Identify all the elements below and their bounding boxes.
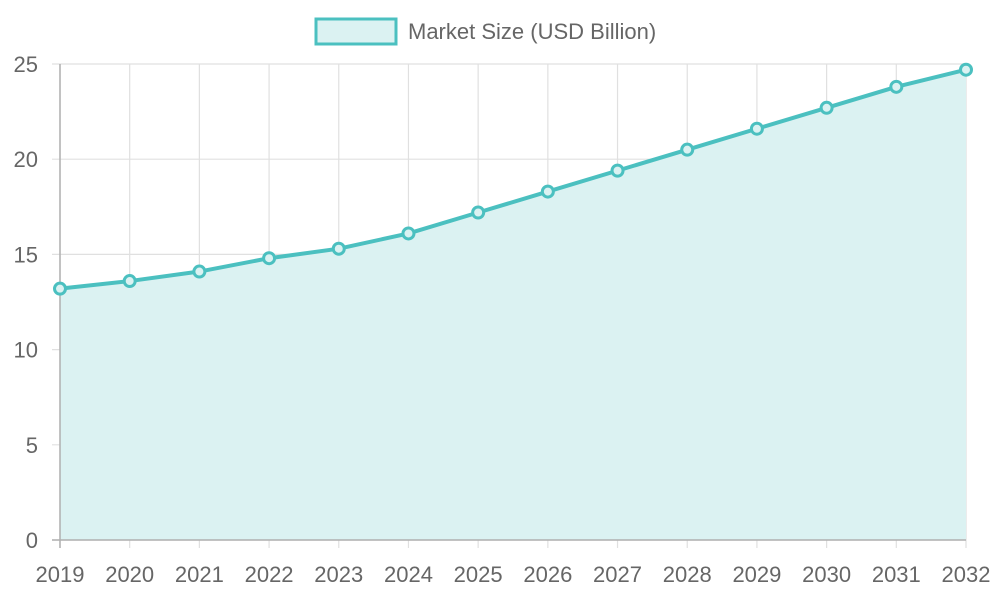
area-fill-layer [60,69,966,540]
x-tick-label: 2032 [942,562,991,587]
data-point[interactable] [192,264,207,279]
x-tick-label: 2024 [384,562,433,587]
data-point[interactable] [262,251,277,266]
x-tick-label: 2021 [175,562,224,587]
y-axis-ticks: 0 5 10 15 20 25 [14,52,38,553]
data-point[interactable] [122,274,137,289]
data-point[interactable] [889,79,904,94]
legend[interactable]: Market Size (USD Billion) [314,17,656,46]
x-tick-label: 2029 [732,562,781,587]
x-tick-label: 2023 [314,562,363,587]
y-tick-label: 25 [14,52,38,77]
data-points [53,62,973,296]
x-tick-label: 2020 [105,562,154,587]
y-tick-label: 5 [26,433,38,458]
data-point[interactable] [819,100,834,115]
x-tick-label: 2028 [663,562,712,587]
axes [52,64,966,548]
x-tick-label: 2022 [245,562,294,587]
x-tick-label: 2030 [802,562,851,587]
data-point[interactable] [610,163,625,178]
x-axis-ticks: 2019 2020 2021 2022 2023 2024 2025 2026 2027 2028… [36,562,991,587]
y-tick-label: 15 [14,242,38,267]
series-area [60,69,966,540]
data-point[interactable] [53,281,67,296]
data-point[interactable] [959,62,973,77]
x-tick-label: 2019 [36,562,85,587]
data-point[interactable] [680,142,695,157]
data-point[interactable] [401,226,416,241]
data-point[interactable] [749,121,764,136]
data-point[interactable] [331,241,346,256]
y-tick-label: 20 [14,147,38,172]
x-tick-label: 2027 [593,562,642,587]
series-line [59,67,967,291]
legend-label[interactable]: Market Size (USD Billion) [408,19,656,44]
x-tick-label: 2026 [523,562,572,587]
data-point[interactable] [540,184,555,199]
y-tick-label: 10 [14,338,38,363]
y-tick-label: 0 [26,528,38,553]
data-point[interactable] [471,205,486,220]
series-line-layer [59,67,967,291]
legend-swatch[interactable] [314,17,398,46]
x-tick-label: 2031 [872,562,921,587]
x-tick-label: 2025 [454,562,503,587]
